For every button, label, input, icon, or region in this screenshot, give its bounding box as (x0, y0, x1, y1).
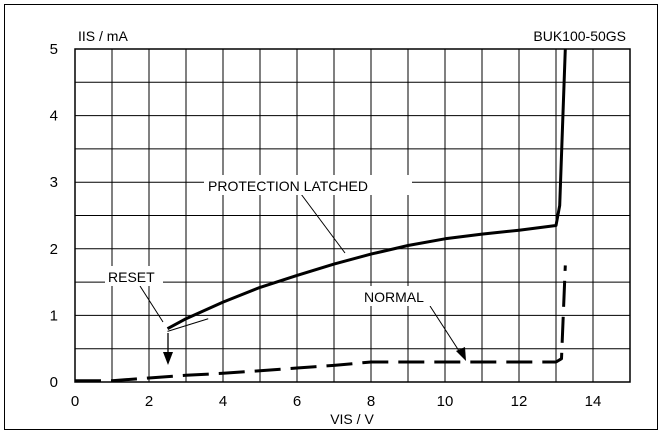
series-line-protection-latched (166, 48, 567, 331)
y-tick-label: 2 (50, 241, 58, 258)
y-tick-label: 5 (50, 41, 58, 58)
reset-arrow-head (163, 352, 173, 365)
normal-label-bg (360, 286, 438, 306)
x-tick-label: 10 (437, 393, 454, 410)
reset-label-bg (105, 266, 163, 286)
plot-frame (74, 48, 631, 383)
normal-leader (429, 305, 462, 355)
outer-frame (4, 4, 658, 430)
normal-arrow-head (456, 347, 466, 361)
x-tick-label: 12 (511, 393, 528, 410)
x-tick-label: 2 (145, 393, 153, 410)
normal-label: NORMAL (364, 289, 424, 305)
protection-latched-label-bg (204, 175, 412, 195)
y-axis-label: IIS / mA (78, 28, 128, 44)
x-axis-label: VIS / V (330, 411, 374, 427)
y-tick-label: 3 (50, 174, 58, 191)
x-tick-label: 0 (71, 393, 79, 410)
chart-title: BUK100-50GS (533, 28, 626, 44)
y-tick-labels: 0 1 2 3 4 5 (50, 41, 58, 391)
data-series (75, 48, 567, 383)
protection-latched-label: PROTECTION LATCHED (208, 178, 368, 194)
reset-label: RESET (108, 269, 155, 285)
grid-lines (75, 49, 630, 382)
reset-tail-line (167, 318, 209, 332)
x-tick-label: 6 (293, 393, 301, 410)
x-tick-labels: 0 2 4 6 8 10 12 14 (71, 393, 602, 410)
series-line-normal (75, 265, 567, 383)
reset-leader (139, 285, 164, 323)
y-tick-label: 0 (50, 374, 58, 391)
y-tick-label: 4 (50, 108, 58, 125)
x-tick-label: 14 (585, 393, 602, 410)
x-tick-label: 8 (367, 393, 375, 410)
protection-latched-leader (300, 193, 346, 254)
y-tick-label: 1 (50, 307, 58, 324)
x-tick-label: 4 (219, 393, 227, 410)
